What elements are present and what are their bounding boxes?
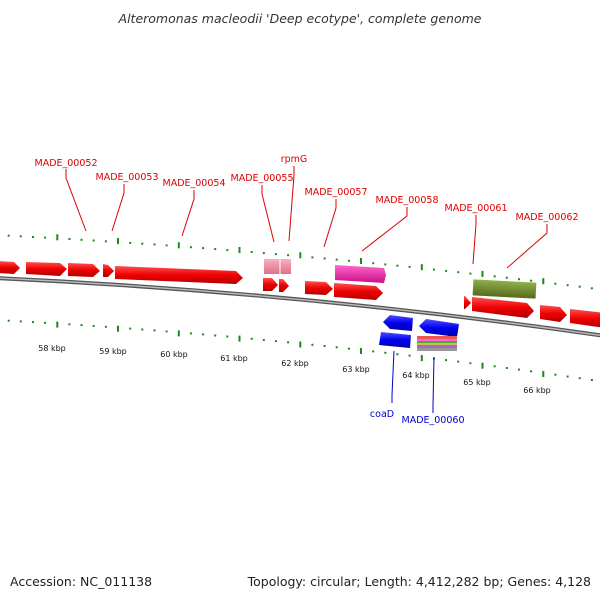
kbp-label-59: 59 kbp <box>99 347 127 356</box>
cds-arrow <box>26 262 67 276</box>
leader-line <box>472 215 477 265</box>
cds-arrow <box>464 296 471 309</box>
leader-line <box>323 199 337 248</box>
forward-genes-upper <box>0 259 537 299</box>
reverse-genes <box>379 315 459 351</box>
cds-arrow <box>68 263 100 277</box>
reverse-gene-labels: coaD MADE_00060 <box>370 409 465 426</box>
cds-arrow <box>279 279 289 292</box>
kbp-label-61: 61 kbp <box>220 354 248 363</box>
leader-line <box>111 184 125 232</box>
genome-backbone-highlight <box>0 277 600 336</box>
scale-labels: 58 kbp 59 kbp 60 kbp 61 kbp 62 kbp 63 kb… <box>38 344 551 395</box>
leader-line <box>432 356 435 413</box>
kbp-label-60: 60 kbp <box>160 350 188 359</box>
feature-magenta <box>335 265 386 283</box>
feature-olive <box>472 279 537 299</box>
cds-arrow <box>115 266 243 284</box>
cds-arrow <box>472 297 534 318</box>
gene-label-made-00057[interactable]: MADE_00057 <box>305 187 368 198</box>
trna-feature <box>264 259 291 274</box>
reverse-leader-lines <box>391 350 435 413</box>
topology-text: Topology: circular; Length: 4,412,282 bp… <box>247 574 591 589</box>
cds-arrow <box>305 281 333 295</box>
leader-line <box>288 166 295 242</box>
gene-label-made-00061[interactable]: MADE_00061 <box>445 203 508 214</box>
forward-leader-lines <box>65 166 548 269</box>
cds-arrow <box>103 264 114 277</box>
cds-arrow-reverse <box>383 315 413 331</box>
leader-line <box>65 169 87 232</box>
gene-label-made-00054[interactable]: MADE_00054 <box>163 178 226 189</box>
gene-label-made-00053[interactable]: MADE_00053 <box>96 172 159 183</box>
accession-text: Accession: NC_011138 <box>10 574 152 589</box>
leader-line <box>506 224 548 269</box>
cds-arrow <box>263 278 278 291</box>
inner-tick-row <box>7 319 593 381</box>
map-title: Alteromonas macleodii 'Deep ecotype', co… <box>118 11 482 26</box>
cds-arrow <box>570 309 600 328</box>
cds-arrow <box>540 305 567 322</box>
gene-label-coad[interactable]: coaD <box>370 409 394 420</box>
cds-arrow <box>379 332 411 348</box>
kbp-label-64: 64 kbp <box>402 371 430 380</box>
gene-label-made-00055[interactable]: MADE_00055 <box>231 173 294 184</box>
cds-arrow <box>334 283 383 300</box>
kbp-label-63: 63 kbp <box>342 365 370 374</box>
leader-line <box>391 350 395 403</box>
kbp-label-65: 65 kbp <box>463 378 491 387</box>
gene-label-made-00062[interactable]: MADE_00062 <box>516 212 579 223</box>
gene-label-rpmg[interactable]: rpmG <box>281 154 308 165</box>
leader-line <box>261 185 275 243</box>
outer-tick-row <box>7 234 593 290</box>
leader-line <box>181 190 195 237</box>
gene-label-made-00052[interactable]: MADE_00052 <box>35 158 98 169</box>
kbp-label-62: 62 kbp <box>281 359 309 368</box>
cds-arrow <box>0 261 20 274</box>
gene-label-made-00058[interactable]: MADE_00058 <box>376 195 439 206</box>
kbp-label-58: 58 kbp <box>38 344 66 353</box>
cds-arrow-reverse <box>419 319 459 337</box>
forward-genes-lower <box>263 278 600 328</box>
multi-feature-stripes <box>417 336 457 351</box>
leader-line <box>361 207 408 252</box>
gene-label-made-00060[interactable]: MADE_00060 <box>402 415 465 426</box>
kbp-label-66: 66 kbp <box>523 386 551 395</box>
forward-gene-labels: MADE_00052 MADE_00053 MADE_00054 MADE_00… <box>35 154 579 223</box>
